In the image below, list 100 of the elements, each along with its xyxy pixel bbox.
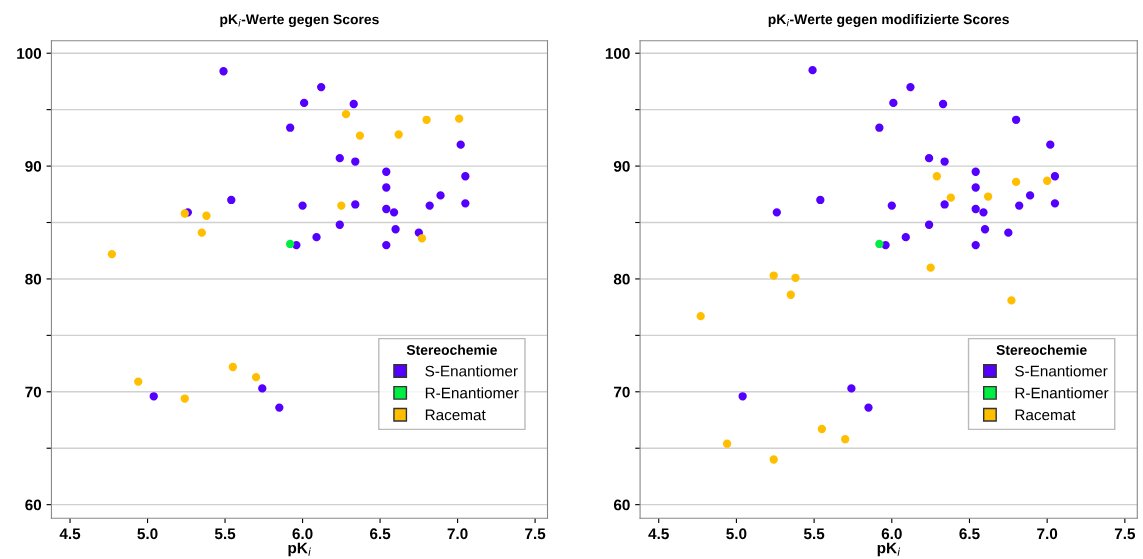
legend-label: R-Enantiomer (1015, 387, 1109, 399)
point (286, 123, 295, 132)
point (1007, 296, 1016, 305)
point (382, 204, 391, 214)
point (275, 403, 284, 412)
point (337, 201, 346, 210)
point (335, 154, 344, 163)
point (940, 200, 949, 209)
y-tick-label: 100 (605, 48, 630, 59)
point (456, 140, 465, 149)
y-tick-label: 90 (25, 160, 42, 172)
point (298, 201, 307, 210)
x-axis-title: pK$_{i}$ (288, 542, 311, 557)
point (1050, 172, 1060, 181)
x-tick-label: 7.0 (1037, 528, 1058, 540)
x-tick-label: 6.5 (959, 528, 980, 540)
point (1025, 191, 1035, 200)
point (394, 130, 403, 139)
point (461, 172, 470, 181)
legend-label: S-Enantiomer (1015, 365, 1108, 377)
x-tick-label: 5.0 (137, 528, 158, 540)
point (847, 384, 856, 393)
point (134, 377, 143, 386)
legend-label: Racemat (1015, 409, 1076, 421)
point (317, 82, 326, 92)
point (335, 220, 344, 229)
point (219, 67, 228, 76)
point (772, 208, 781, 217)
point (946, 193, 955, 202)
point (202, 211, 211, 220)
point (417, 234, 427, 243)
point (228, 362, 237, 372)
point (901, 233, 910, 242)
x-tick-label: 4.5 (648, 528, 669, 540)
point (875, 123, 884, 132)
point (382, 240, 391, 250)
point (887, 201, 896, 210)
chart-title: pK$_{i}$-Werte gegen Scores (220, 14, 379, 28)
point (924, 154, 934, 163)
point (906, 82, 915, 92)
point (786, 290, 795, 299)
chart-title: pK$_{i}$-Werte gegen modifizierte Scores (768, 14, 1009, 28)
x-tick-label: 5.5 (803, 528, 825, 540)
point (864, 403, 873, 412)
point (227, 195, 236, 205)
point (391, 225, 400, 234)
point (422, 115, 431, 124)
x-tick-label: 6.0 (292, 528, 313, 540)
point (382, 167, 391, 176)
point (312, 233, 321, 242)
point (769, 271, 778, 280)
point (696, 312, 705, 321)
x-tick-label: 6.5 (370, 528, 391, 540)
x-tick-label: 7.5 (1114, 528, 1136, 540)
y-tick-label: 70 (25, 386, 42, 398)
point (875, 239, 884, 249)
point (355, 131, 365, 140)
point (924, 220, 934, 229)
point (980, 225, 990, 234)
point (926, 263, 935, 272)
point (341, 110, 351, 119)
point (382, 183, 391, 192)
point (1050, 199, 1060, 208)
point (351, 200, 360, 209)
point (816, 195, 825, 205)
point (1004, 228, 1013, 237)
y-tick-label: 70 (614, 386, 630, 398)
point (817, 424, 827, 434)
y-tick-label: 80 (25, 273, 42, 285)
legend-title: Stereochemie (996, 344, 1087, 355)
point (349, 99, 358, 109)
point (1011, 177, 1021, 187)
point (197, 228, 206, 237)
point (1011, 115, 1021, 124)
x-tick-label: 5.5 (214, 528, 236, 540)
point (938, 99, 948, 109)
x-axis-title: pK$_{i}$ (877, 542, 901, 557)
point (461, 199, 470, 208)
point (425, 201, 434, 210)
point (979, 208, 988, 217)
point (286, 239, 295, 249)
point (971, 204, 980, 214)
x-tick-label: 7.0 (447, 528, 468, 540)
point (971, 183, 980, 192)
y-tick-label: 60 (25, 499, 42, 511)
point (258, 384, 267, 393)
legend-title: Stereochemie (406, 344, 497, 355)
point (841, 435, 850, 444)
point (149, 392, 158, 401)
y-tick-label: 80 (613, 273, 630, 285)
point (971, 167, 980, 176)
x-tick-label: 7.5 (525, 528, 546, 540)
point (1043, 176, 1052, 185)
point (454, 114, 464, 123)
y-tick-label: 60 (613, 499, 630, 511)
point (791, 273, 800, 282)
point (983, 192, 993, 201)
point (971, 240, 980, 250)
point (940, 157, 949, 166)
legend-label: R-Enantiomer (425, 387, 519, 399)
